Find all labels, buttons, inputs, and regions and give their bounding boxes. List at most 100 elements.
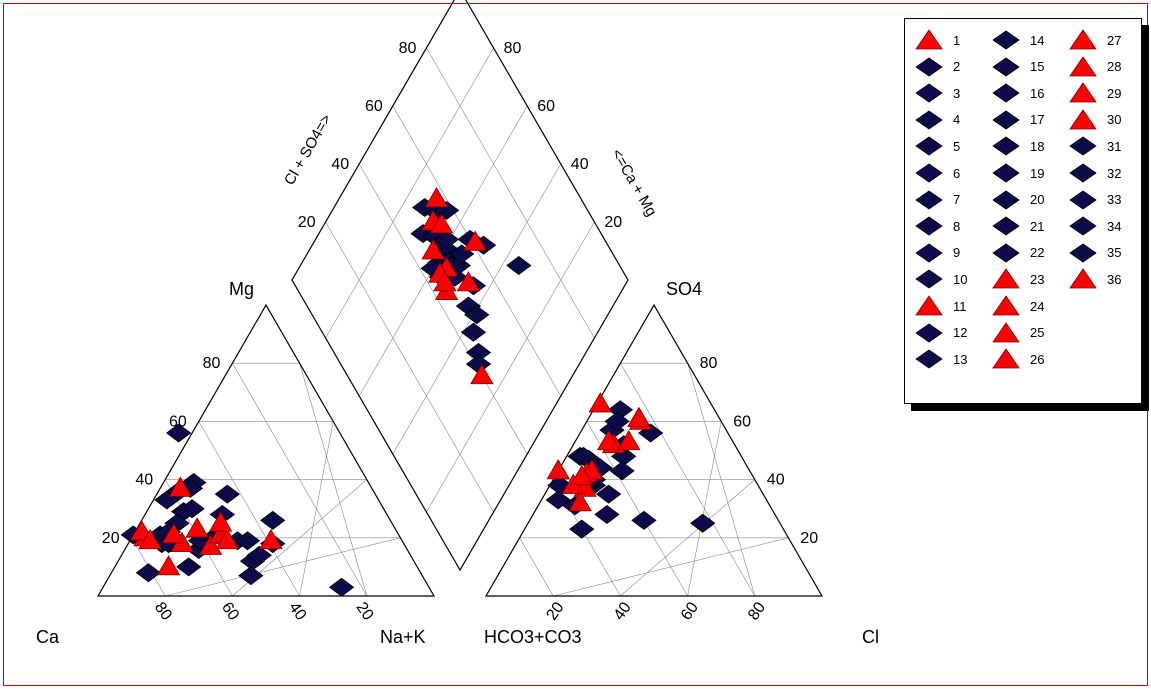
cation-grid-line (299, 363, 368, 597)
diamond-point (463, 230, 487, 251)
legend-label: 36 (1107, 271, 1122, 287)
legend-label: 21 (1030, 218, 1045, 234)
legend-label: 3 (953, 85, 961, 101)
legend-label: 6 (953, 165, 961, 181)
legend-label: 15 (1030, 59, 1045, 75)
legend-diamond-icon (1069, 136, 1097, 156)
grid-lines (131, 47, 789, 597)
legend-triangle-icon (992, 321, 1020, 342)
anion-point (617, 429, 641, 451)
cation-ca-tick: 20 (352, 599, 376, 623)
legend-diamond-icon (1069, 216, 1097, 236)
legend-diamond-icon (992, 136, 1020, 156)
legend-label: 4 (953, 112, 961, 128)
legend-diamond-icon (1069, 243, 1097, 263)
legend-item: 11 (913, 293, 967, 319)
legend-item: 12 (913, 320, 967, 346)
cation-grid-line (198, 421, 300, 597)
diamond-left-tick: 40 (331, 156, 349, 173)
legend-diamond-icon (915, 243, 943, 263)
anion-point (690, 513, 716, 533)
cation-point (328, 577, 355, 597)
plot-outlines (96, 0, 824, 597)
legend-label: 2 (953, 59, 961, 75)
legend-item: 3 (913, 80, 960, 106)
diamond-point (456, 271, 481, 292)
diamond-point (433, 229, 460, 249)
legend-item: 36 (1067, 266, 1121, 292)
anion-point (609, 461, 635, 481)
cation-left-label: Ca (36, 627, 60, 647)
legend-diamond-icon (992, 30, 1020, 50)
legend-item: 28 (1067, 54, 1121, 80)
legend-triangle-icon (915, 29, 943, 50)
anion-point (570, 446, 597, 466)
cation-point (208, 511, 233, 532)
anion-so4-tick: 60 (733, 413, 751, 430)
legend-item: 15 (990, 54, 1044, 80)
legend-item: 16 (990, 80, 1044, 106)
legend-item: 21 (990, 213, 1044, 239)
anion-so4-tick: 40 (767, 472, 785, 489)
cation-point (135, 563, 162, 583)
legend-diamond-icon (915, 269, 943, 289)
legend-item: 33 (1067, 187, 1121, 213)
legend-diamond-icon (915, 83, 943, 103)
diamond-point (460, 322, 487, 342)
legend-item: 35 (1067, 240, 1121, 266)
diamond-left-tick: 80 (399, 40, 417, 57)
legend-label: 31 (1107, 138, 1122, 154)
cation-point (215, 528, 240, 550)
diamond-left-label: Cl + SO4=> (281, 111, 335, 188)
anion-point (546, 459, 570, 480)
cation-point (198, 534, 223, 555)
anion-so4-tick: 80 (700, 355, 718, 372)
legend-diamond-icon (915, 57, 943, 77)
anion-grid-line (620, 363, 756, 597)
legend-label: 5 (953, 138, 961, 154)
cation-top-label: Mg (229, 279, 254, 299)
diamond-point (424, 187, 449, 208)
anion-point (631, 510, 657, 530)
cation-point (260, 510, 286, 530)
anion-cl-tick: 40 (611, 599, 635, 623)
diamond-right-tick: 60 (537, 98, 555, 115)
cation-point (161, 523, 186, 544)
diamond-right-tick: 40 (571, 156, 589, 173)
anion-left-label: HCO3+CO3 (484, 627, 582, 647)
legend-label: 23 (1030, 271, 1045, 287)
legend-label: 13 (953, 351, 968, 367)
legend-label: 28 (1107, 59, 1122, 75)
diamond-left-tick: 60 (365, 98, 383, 115)
legend-diamond-icon (992, 110, 1020, 130)
legend-label: 10 (953, 271, 968, 287)
legend-item: 10 (913, 266, 967, 292)
legend-item: 32 (1067, 160, 1121, 186)
diamond-point (506, 256, 532, 275)
legend-label: 8 (953, 218, 961, 234)
cation-point (176, 557, 202, 577)
cation-right-label: Na+K (380, 627, 426, 647)
legend-item: 22 (990, 240, 1044, 266)
legend-label: 29 (1107, 85, 1122, 101)
legend-label: 20 (1030, 192, 1045, 208)
legend-diamond-icon (992, 190, 1020, 210)
legend-label: 35 (1107, 245, 1122, 261)
legend-label: 1 (953, 32, 961, 48)
legend-item: 8 (913, 213, 960, 239)
anion-point (627, 406, 651, 427)
legend-label: 19 (1030, 165, 1045, 181)
anion-grid-line (519, 537, 554, 597)
anion-point (596, 429, 621, 451)
legend-item: 4 (913, 107, 960, 133)
cation-grid-line (232, 363, 368, 597)
legend-item: 6 (913, 160, 960, 186)
anion-cl-tick: 60 (678, 599, 702, 623)
anion-grid-line (620, 479, 755, 597)
diamond-point (464, 305, 490, 325)
legend-triangle-icon (1069, 55, 1097, 76)
legend-item: 17 (990, 107, 1044, 133)
cation-mg-tick: 40 (135, 472, 153, 489)
anion-point (570, 464, 594, 486)
legend-item: 5 (913, 133, 960, 159)
